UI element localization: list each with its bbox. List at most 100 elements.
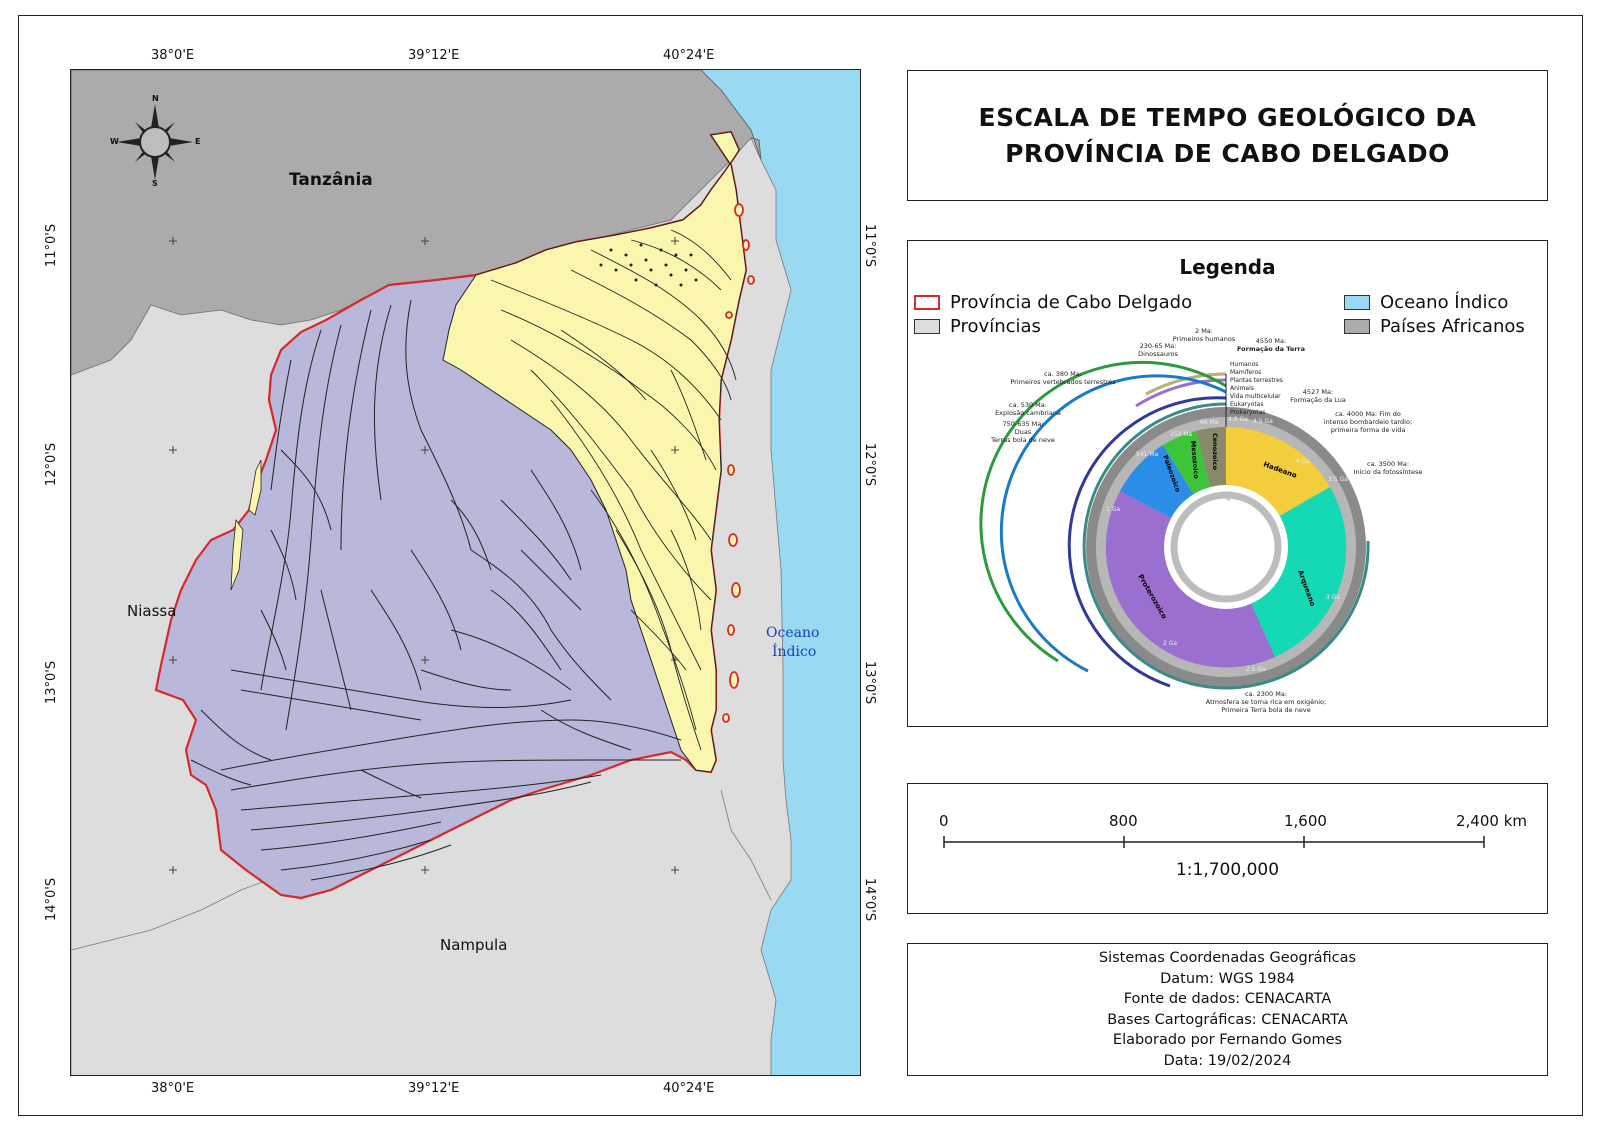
legend-item-countries: Países Africanos [1344,316,1525,337]
eon-label-mesozoico: Mesozoico [1189,440,1200,479]
top-lon-label-3: 40°24'E [663,48,715,63]
life-arcs [979,360,1370,690]
life-label-plantas: Plantas terrestres [1230,377,1283,384]
title-panel: ESCALA DE TEMPO GEOLÓGICO DA PROVÍNCIA D… [907,70,1548,201]
event-6-date: ca. 530 Ma: [1009,401,1047,409]
indian-ocean [686,70,860,1075]
north-arrow-compass [117,104,193,180]
event-8-text2: primeira forma de vida [1331,426,1406,434]
right-lat-label-1: 11°0'S [862,223,878,268]
ocean-label-line1: Oceano [766,625,820,641]
info-line-2: Datum: WGS 1984 [1160,970,1295,987]
compass-n-label: N [152,94,159,103]
legend-item-cabo-delgado: Província de Cabo Delgado [914,292,1192,313]
top-lon-label-2: 39°12'E [408,48,460,63]
left-lat-label-3: 13°0'S [44,660,60,705]
niassa-label: Niassa [127,602,177,620]
nampula-label: Nampula [440,936,508,954]
map-sheet-border [18,15,1583,1116]
event-10-date: ca. 2300 Ma: [1245,690,1287,698]
tick-label-4ga: 4 Ga [1296,458,1310,465]
cabo-delgado-swatch [914,295,940,310]
event-6-text: Explosão cambriana [995,409,1061,417]
event-7-text: Duas [1015,428,1032,436]
coastal-sedimentary-unit [442,131,747,773]
legend-panel: Legenda Província de Cabo Delgado Provín… [907,240,1548,727]
tick-label-3-5ga: 3.5 Ga [1328,476,1348,483]
provinces-swatch [914,319,940,334]
event-3-date: 4550 Ma: [1256,337,1286,345]
life-label-prokaryotas: Prokaryotas [1230,409,1265,416]
event-9-text: Início da fotossíntese [1354,468,1423,476]
title-line-1: ESCALA DE TEMPO GEOLÓGICO DA [978,102,1477,132]
tick-label-541ma: 541 Ma [1136,451,1159,458]
info-line-6: Data: 19/02/2024 [1163,1052,1292,1069]
compass-s-label: S [152,179,158,188]
event-4-text: Primeiros vertebrados terrestres [1010,378,1116,386]
graticule-crosses [169,237,679,874]
event-10-text: Atmosfera se torna rica em oxigênio; [1206,698,1326,706]
life-label-animais: Animais [1230,385,1254,392]
compass-e-label: E [195,137,201,146]
coastal-contours [490,229,737,751]
event-8-text: intenso bombardeio tardio; [1324,418,1412,426]
tick-label-66ma: 66 Ma [1200,419,1219,426]
legend-title: Legenda [1179,255,1276,279]
event-2-date: 230-65 Ma: [1140,342,1177,350]
tick-label-2-5ga: 2.5 Ga [1246,666,1266,673]
tick-label-4-6ga: 4.6 Ga [1228,416,1248,423]
tanzania-label: Tanzânia [289,170,373,190]
scale-label-800: 800 [1109,812,1138,830]
legend-item-ocean: Oceano Índico [1344,292,1508,313]
event-2-text: Dinossauros [1138,350,1178,358]
left-lat-label-2: 12°0'S [44,442,60,487]
metadata-panel: Sistemas Coordenadas Geográficas Datum: … [907,943,1548,1076]
tick-label-1ga: 1 Ga [1106,506,1120,513]
event-9-date: ca. 3500 Ma: [1367,460,1409,468]
event-3-text: Formação da Terra [1237,345,1305,353]
event-4-date: ca. 380 Ma: [1044,370,1082,378]
info-line-1: Sistemas Coordenadas Geográficas [1098,950,1357,966]
event-5-text: Formação da Lua [1290,396,1346,404]
offshore-islands [722,203,755,723]
left-lat-label-4: 14°0'S [44,877,60,922]
info-line-3: Fonte de dados: CENACARTA [1123,991,1332,1007]
bottom-lon-label-3: 40°24'E [663,1081,715,1096]
yellow-lens-2 [230,518,244,591]
event-10-text2: Primeira Terra bola de neve [1221,706,1310,714]
event-7-date: 750-635 Ma: [1002,420,1043,428]
ocean-label-line2: Índico [772,644,817,660]
legend-label-ocean: Oceano Índico [1380,292,1509,313]
ocean-swatch [1344,295,1370,310]
yellow-lens-1 [248,459,262,516]
life-label-eukaryotas: Eukaryotas [1230,401,1263,408]
tick-label-3ga: 3 Ga [1326,594,1340,601]
life-label-humanos: Humanos [1230,361,1258,368]
event-1-date: 2 Ma: [1195,327,1213,335]
scale-bar-panel: 0 800 1,600 2,400 km 1:1,700,000 [907,783,1548,914]
bottom-lon-label-1: 38°0'E [151,1081,195,1096]
info-line-4: Bases Cartográficas: CENACARTA [1107,1011,1348,1028]
life-label-multicelular: Vida multicelular [1230,393,1281,400]
scale-bar [943,836,1485,848]
compass-w-label: W [110,137,119,146]
bottom-lon-label-2: 39°12'E [408,1081,460,1096]
scale-ratio: 1:1,700,000 [1175,860,1280,880]
eon-arqueano [1226,487,1347,657]
right-lat-label-3: 13°0'S [862,660,878,705]
tick-label-4-5ga: 4.5 Ga [1253,418,1273,425]
info-line-5: Elaborado por Fernando Gomes [1112,1032,1343,1048]
map-frame: N S E W Tanzânia Niassa Nampula Oceano Í… [70,69,861,1076]
event-7-text2: Terras bola de neve [990,436,1055,444]
karst-dots [599,243,698,287]
cabo-delgado-nampula-boundary [720,789,772,901]
geological-map [71,70,860,1075]
eon-label-cenozoico: Cenozoico [1211,433,1219,471]
life-label-mamiferos: Mamíferos [1230,369,1261,376]
event-1-text: Primeiros humanos [1173,335,1236,343]
right-lat-label-4: 14°0'S [862,877,878,922]
legend-label-countries: Países Africanos [1380,316,1525,337]
scale-label-2400: 2,400 km [1456,812,1528,830]
event-5-date: 4527 Ma: [1303,388,1333,396]
event-8-date: ca. 4000 Ma: Fim do [1335,410,1401,418]
